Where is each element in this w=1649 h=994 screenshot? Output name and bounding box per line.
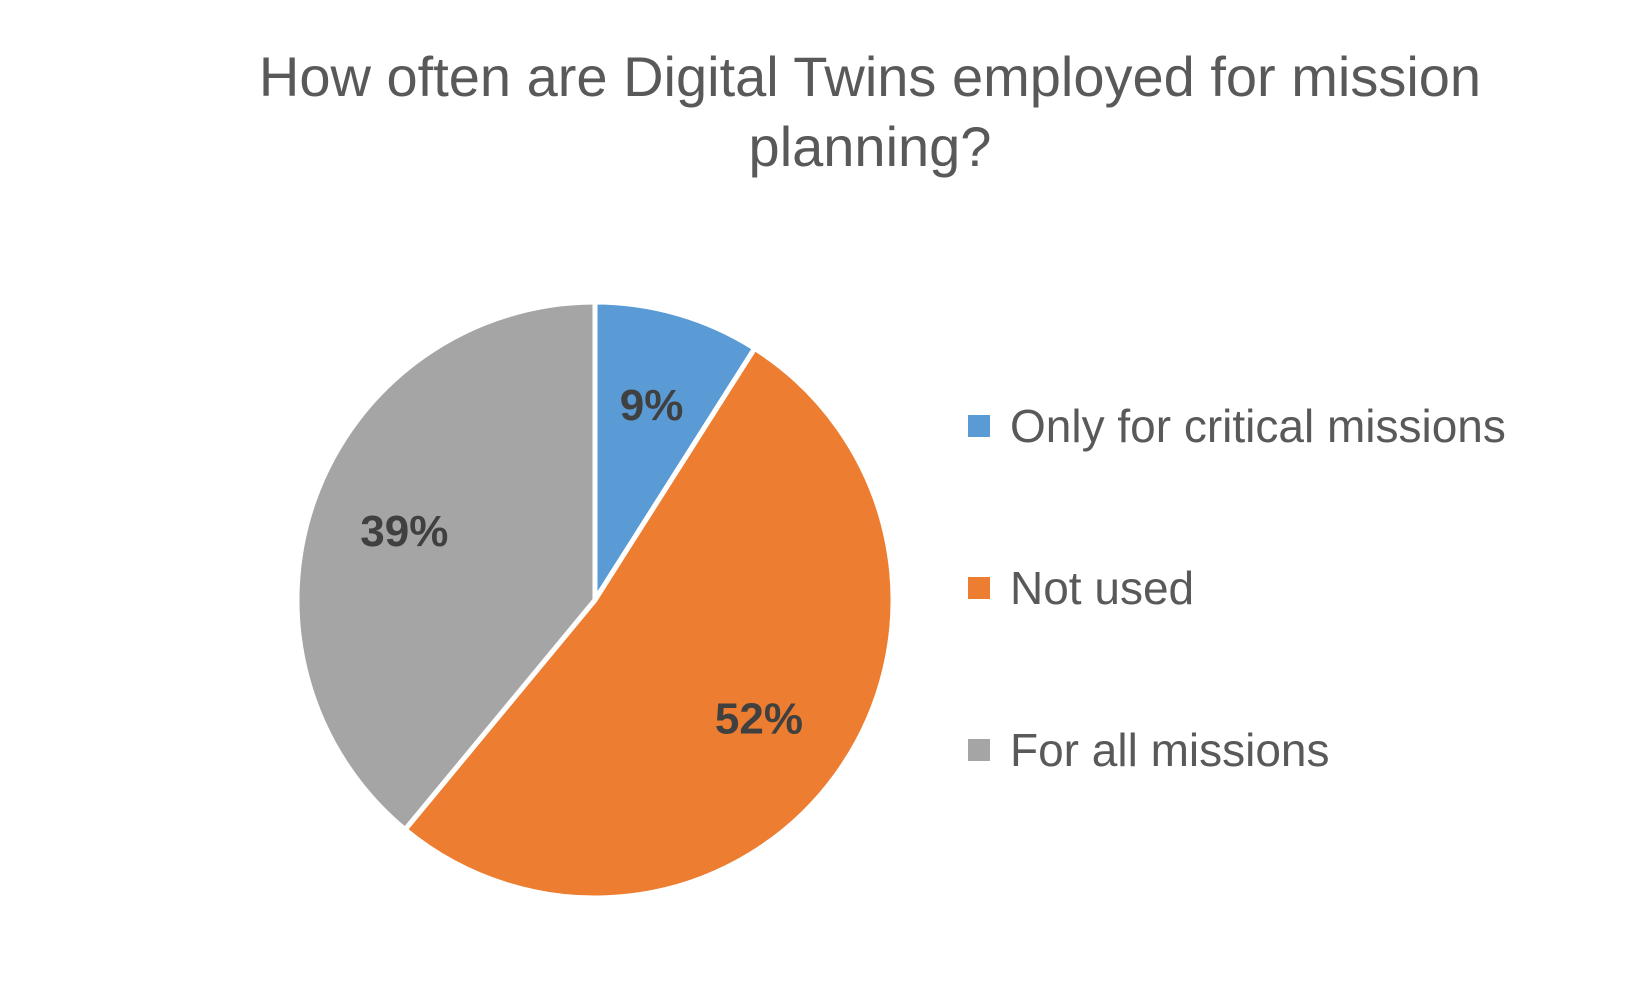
pie-slices	[294, 299, 896, 901]
chart-title: How often are Digital Twins employed for…	[258, 45, 1482, 178]
legend-swatch-only-for-critical-missions	[968, 415, 990, 437]
legend-label-only-for-critical-missions: Only for critical missions	[1010, 400, 1506, 452]
pie-slice-for-all-missions	[294, 299, 598, 833]
pie-slice-not-used	[402, 345, 896, 901]
data-label-not-used: 52%	[715, 695, 803, 744]
data-label-only-for-critical-missions: 9%	[620, 381, 684, 430]
legend-swatch-for-all-missions	[968, 739, 990, 761]
legend-item-for-all-missions: For all missions	[968, 720, 1506, 780]
legend-swatch-not-used	[968, 577, 990, 599]
legend: Only for critical missions Not used For …	[968, 396, 1506, 882]
pie-data-labels: 9% 52% 39%	[360, 381, 803, 744]
legend-item-not-used: Not used	[968, 558, 1506, 618]
legend-label-not-used: Not used	[1010, 562, 1195, 614]
legend-item-only-for-critical-missions: Only for critical missions	[968, 396, 1506, 456]
legend-label-for-all-missions: For all missions	[1010, 724, 1330, 776]
data-label-for-all-missions: 39%	[360, 507, 448, 556]
pie-slice-only-for-critical-missions	[592, 299, 758, 603]
